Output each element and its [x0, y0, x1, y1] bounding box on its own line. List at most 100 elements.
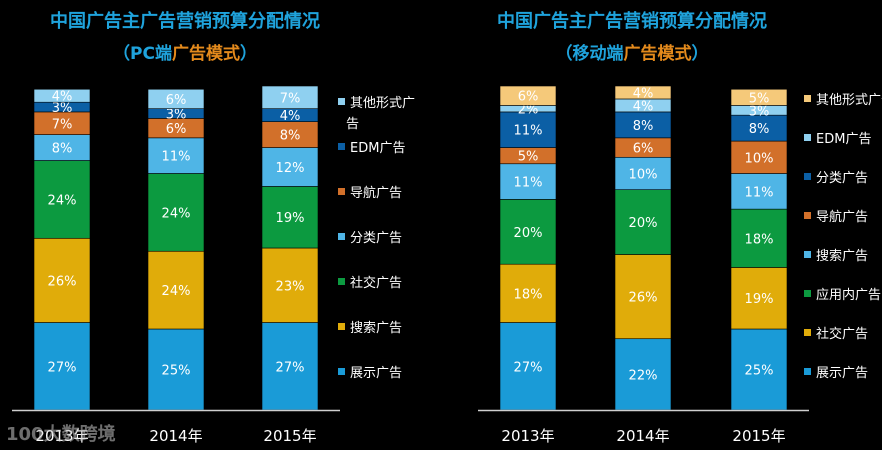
- legend-label: 分类广告: [350, 231, 402, 246]
- legend-swatch: [804, 173, 811, 180]
- bar-segment: [33, 322, 91, 411]
- legend-swatch: [338, 278, 345, 285]
- data-label: 6%: [166, 93, 187, 108]
- data-label: 4%: [633, 86, 654, 101]
- category-label: 2013年: [35, 427, 88, 445]
- legend-swatch: [804, 134, 811, 141]
- legend-label: EDM广告: [816, 132, 871, 147]
- bar-segment: [261, 247, 319, 323]
- watermark-logo: 100大数跨境: [6, 424, 116, 445]
- data-label: 19%: [745, 292, 774, 307]
- bar-segment: [730, 173, 788, 210]
- data-label: 3%: [749, 104, 770, 119]
- legend-label: 展示广告: [816, 366, 868, 381]
- data-label: 7%: [280, 91, 301, 106]
- data-label: 4%: [52, 90, 73, 105]
- data-label: 18%: [514, 287, 543, 302]
- bar-segment: [614, 189, 672, 255]
- subtitle-part: ）: [692, 43, 709, 64]
- data-label: 6%: [518, 90, 539, 105]
- data-label: 11%: [162, 150, 191, 165]
- legend-label: 导航广告: [816, 209, 868, 225]
- data-label: 11%: [745, 185, 774, 200]
- data-label: 26%: [629, 291, 658, 306]
- legend-label-cont: 告: [346, 117, 359, 132]
- data-label: 8%: [633, 119, 654, 134]
- legend-label: 社交广告: [816, 326, 868, 342]
- bar-segment: [147, 173, 205, 252]
- bar-segment: [730, 208, 788, 268]
- data-label: 3%: [166, 108, 187, 123]
- legend-swatch: [338, 323, 345, 330]
- legend-swatch: [804, 329, 811, 336]
- legend-swatch: [804, 290, 811, 297]
- legend-label: 应用内广告: [816, 287, 881, 303]
- data-label: 26%: [48, 274, 77, 289]
- data-label: 27%: [276, 360, 305, 375]
- legend-swatch: [804, 95, 811, 102]
- chart-subtitle: （移动端广告模式）: [556, 43, 709, 64]
- bar-segment: [614, 338, 672, 411]
- legend-label: 展示广告: [350, 366, 402, 381]
- data-label: 24%: [162, 284, 191, 299]
- data-label: 10%: [629, 167, 658, 182]
- legend-swatch: [338, 233, 345, 240]
- data-label: 20%: [629, 216, 658, 231]
- data-label: 18%: [745, 232, 774, 247]
- legend-label: 搜索广告: [816, 249, 868, 264]
- legend-swatch: [804, 368, 811, 375]
- category-label: 2015年: [732, 427, 785, 445]
- subtitle-part: 移动端: [573, 43, 624, 64]
- legend-label: 其他形式广: [350, 96, 415, 111]
- data-label: 2%: [518, 103, 539, 118]
- subtitle-part: （: [113, 43, 130, 64]
- legend-swatch: [338, 143, 345, 150]
- bar-segment: [499, 111, 557, 148]
- chart-title: 中国广告主广告营销预算分配情况: [497, 10, 767, 32]
- data-label: 25%: [745, 364, 774, 379]
- legend-swatch: [338, 98, 345, 105]
- data-label: 4%: [280, 109, 301, 124]
- bar-segment: [499, 163, 557, 200]
- subtitle-part: ）: [240, 43, 257, 64]
- data-label: 5%: [518, 150, 539, 165]
- data-label: 4%: [633, 99, 654, 114]
- legend-swatch: [804, 251, 811, 258]
- data-label: 25%: [162, 364, 191, 379]
- bar-segment: [614, 254, 672, 340]
- data-label: 3%: [52, 101, 73, 116]
- category-label: 2014年: [616, 427, 669, 445]
- data-label: 20%: [514, 226, 543, 241]
- data-label: 24%: [162, 206, 191, 221]
- data-label: 27%: [48, 360, 77, 375]
- data-label: 8%: [52, 142, 73, 157]
- data-label: 8%: [280, 129, 301, 144]
- data-label: 19%: [276, 211, 305, 226]
- category-label: 2014年: [149, 427, 202, 445]
- bar-segment: [499, 322, 557, 411]
- bar-segment: [614, 111, 672, 139]
- subtitle-part: 广告模式: [624, 43, 692, 64]
- data-label: 7%: [52, 117, 73, 132]
- bar-segment: [499, 199, 557, 265]
- subtitle-part: 广告模式: [172, 43, 240, 64]
- legend-swatch: [338, 368, 345, 375]
- legend-swatch: [804, 212, 811, 219]
- bar-segment: [614, 156, 672, 190]
- legend-label: 搜索广告: [350, 321, 402, 336]
- chart-subtitle: （PC端广告模式）: [113, 43, 257, 64]
- legend-label: 导航广告: [350, 185, 402, 201]
- legend-label: EDM广告: [350, 141, 405, 156]
- legend-swatch: [338, 188, 345, 195]
- bar-segment: [147, 137, 205, 174]
- data-label: 11%: [514, 176, 543, 191]
- bar-segment: [730, 267, 788, 330]
- data-label: 12%: [276, 161, 305, 176]
- bar-segment: [261, 186, 319, 249]
- data-label: 8%: [749, 122, 770, 137]
- legend-label: 社交广告: [350, 275, 402, 291]
- data-label: 27%: [514, 360, 543, 375]
- bar-segment: [147, 88, 205, 109]
- bar-segment: [33, 88, 91, 103]
